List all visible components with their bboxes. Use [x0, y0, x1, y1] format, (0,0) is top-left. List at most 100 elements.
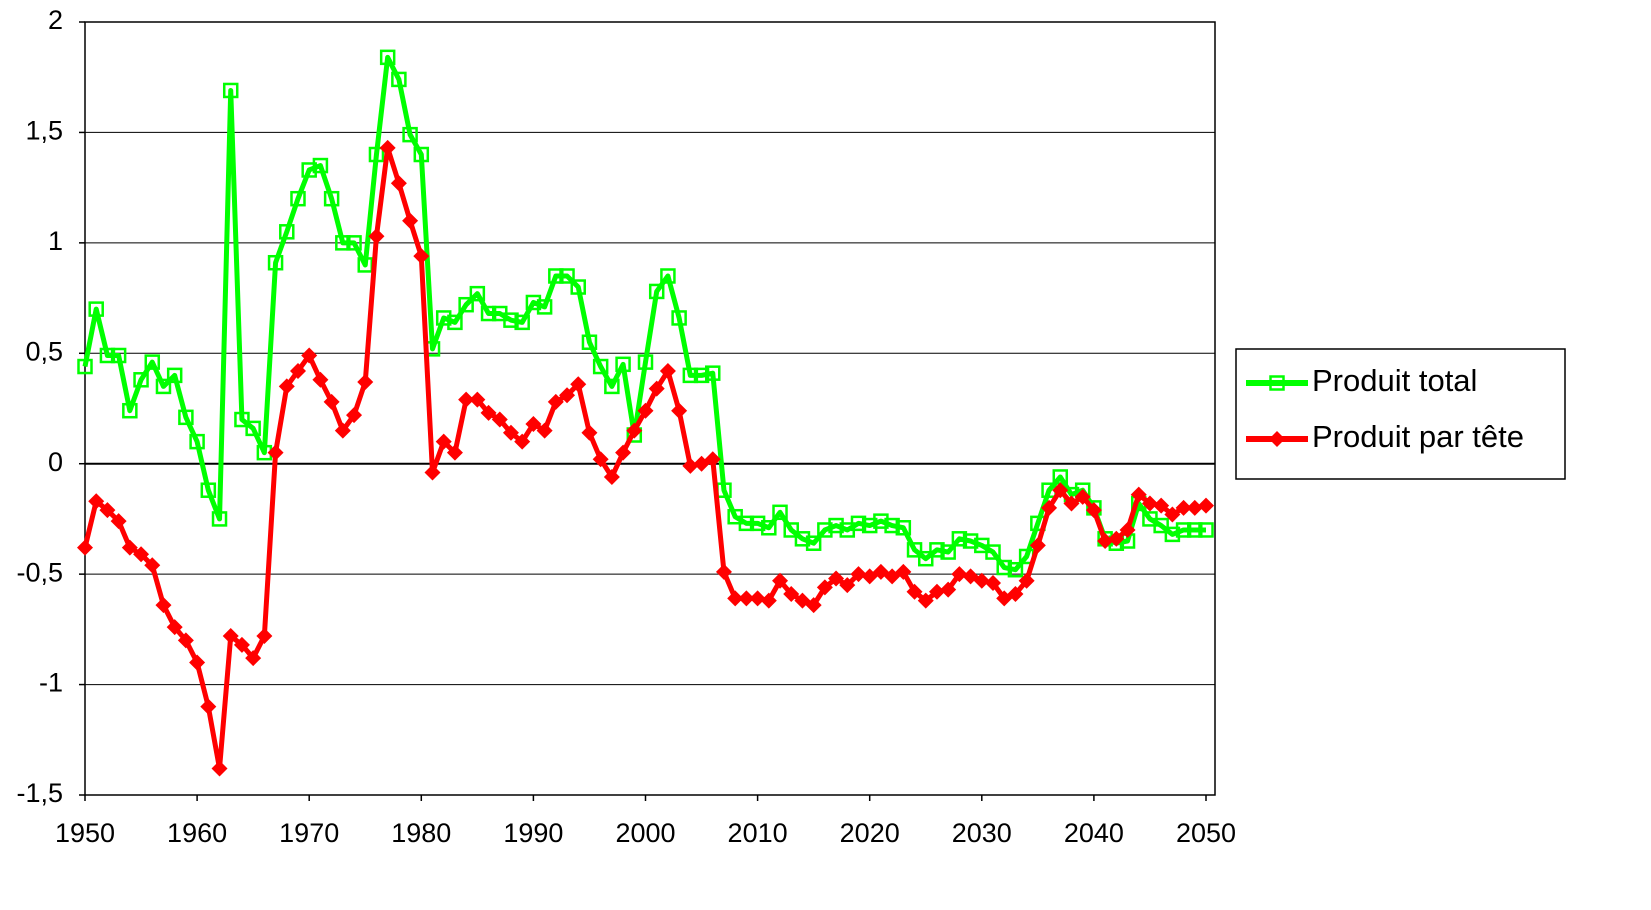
data-point — [211, 511, 228, 527]
data-point — [985, 574, 1002, 591]
y-tick-label: 1 — [48, 226, 63, 256]
plot-frame — [84, 21, 1216, 796]
data-point — [390, 175, 407, 192]
x-tick-label: 2040 — [1064, 818, 1124, 848]
data-point — [659, 362, 676, 379]
data-point — [547, 393, 564, 410]
data-point — [738, 515, 755, 532]
data-point — [1074, 488, 1091, 505]
data-point — [570, 279, 586, 295]
data-point — [413, 146, 430, 163]
data-point — [290, 190, 306, 207]
data-point — [671, 310, 687, 326]
data-point — [884, 517, 900, 534]
data-point — [144, 354, 161, 370]
data-point — [278, 378, 295, 395]
data-point — [772, 572, 789, 589]
data-point — [110, 513, 127, 530]
data-point — [626, 422, 643, 439]
data-point — [368, 146, 385, 163]
data-point — [906, 542, 923, 558]
data-point — [917, 592, 934, 609]
data-point — [267, 254, 284, 271]
data-point — [122, 402, 138, 419]
data-point — [615, 356, 631, 373]
data-point — [525, 415, 542, 432]
data-point — [727, 590, 744, 607]
data-point — [783, 586, 800, 603]
data-point — [1198, 522, 1214, 538]
data-point — [918, 550, 934, 567]
data-point — [693, 367, 710, 384]
data-point — [817, 522, 833, 538]
data-point — [749, 590, 766, 607]
data-point — [503, 312, 519, 328]
legend-marker — [1269, 375, 1285, 391]
data-point — [222, 82, 239, 99]
data-point — [1164, 526, 1181, 543]
data-point — [1186, 499, 1203, 516]
data-point — [133, 546, 150, 563]
y-tick-label: -0,5 — [16, 557, 63, 587]
data-point — [312, 157, 329, 174]
x-tick-label: 1990 — [503, 818, 563, 848]
data-point — [413, 248, 430, 265]
data-point — [222, 627, 239, 644]
data-point — [1007, 561, 1024, 578]
data-point — [603, 468, 620, 485]
data-point — [88, 301, 104, 317]
x-tick-label: 1950 — [55, 818, 115, 848]
x-tick-label: 1960 — [167, 818, 227, 848]
data-point — [301, 162, 317, 178]
data-point — [335, 235, 351, 251]
data-point — [1175, 499, 1192, 516]
data-point — [648, 380, 665, 397]
data-point — [660, 268, 676, 284]
data-point — [805, 597, 822, 614]
data-point — [121, 539, 138, 556]
data-point — [245, 420, 261, 437]
data-point — [155, 597, 172, 614]
legend-label: Produit total — [1312, 363, 1477, 398]
data-point — [525, 294, 542, 311]
data-point — [637, 354, 654, 370]
data-point — [1164, 506, 1181, 523]
data-point — [581, 424, 598, 441]
data-point — [783, 522, 799, 538]
x-tick-label: 2050 — [1176, 818, 1236, 848]
y-tick-label: 0,5 — [25, 336, 63, 366]
data-point — [77, 539, 93, 556]
data-point — [581, 334, 598, 350]
data-point — [435, 310, 452, 326]
x-tick-label: 1970 — [279, 818, 339, 848]
data-point — [1052, 482, 1069, 499]
data-point — [99, 347, 116, 364]
data-point — [267, 444, 284, 461]
data-point — [794, 531, 811, 547]
data-point — [166, 367, 183, 384]
data-point — [749, 515, 766, 532]
data-point — [200, 698, 217, 715]
data-point — [256, 627, 273, 644]
data-point — [1085, 502, 1102, 519]
data-point — [996, 559, 1012, 576]
data-point — [951, 566, 968, 583]
data-point — [189, 433, 205, 450]
data-point — [279, 224, 295, 240]
data-point — [458, 391, 475, 408]
data-point — [446, 444, 463, 461]
y-tick-label: 1,5 — [25, 116, 63, 146]
data-point — [1130, 486, 1147, 503]
data-point — [895, 563, 912, 580]
data-point — [379, 139, 396, 156]
data-point — [705, 365, 721, 381]
data-point — [570, 376, 587, 393]
data-point — [1097, 533, 1114, 550]
data-point — [99, 502, 116, 519]
data-point — [301, 347, 318, 364]
data-point — [929, 542, 945, 558]
data-point — [289, 362, 306, 379]
data-point — [323, 393, 340, 410]
data-point — [334, 422, 351, 439]
data-point — [548, 268, 564, 284]
